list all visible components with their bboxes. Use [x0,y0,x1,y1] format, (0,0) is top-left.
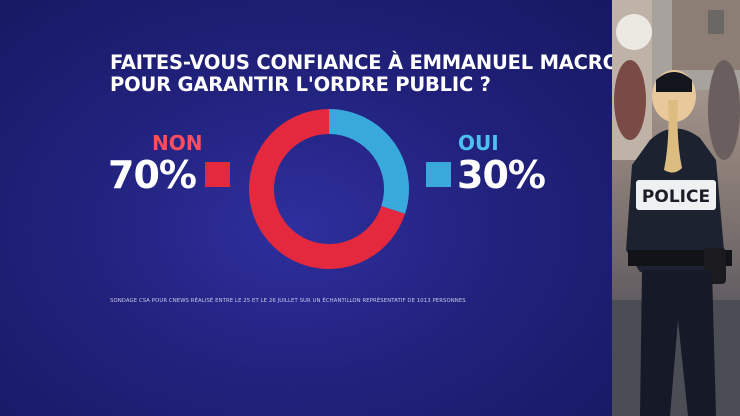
legend-swatch-oui [426,162,451,187]
chart-title: FAITES-VOUS CONFIANCE À EMMANUEL MACRON … [110,51,636,96]
donut-chart [249,109,409,269]
donut-slice-non [249,109,406,269]
police-officer-illustration: POLICE [612,0,740,416]
title-line-2: POUR GARANTIR L'ORDRE PUBLIC ? [110,73,491,96]
value-oui: 30% [457,153,546,197]
label-non: NON [152,131,203,155]
legend-swatch-non [205,162,230,187]
value-non: 70% [108,153,197,197]
survey-footnote: SONDAGE CSA POUR CNEWS RÉALISÉ ENTRE LE … [110,298,466,304]
police-badge-text: POLICE [642,187,710,207]
police-officer-photo: POLICE [612,0,740,416]
title-line-1: FAITES-VOUS CONFIANCE À EMMANUEL MACRON [110,51,636,74]
donut-slice-oui [329,109,409,214]
chart-panel: FAITES-VOUS CONFIANCE À EMMANUEL MACRON … [0,0,636,416]
label-oui: OUI [458,131,499,155]
